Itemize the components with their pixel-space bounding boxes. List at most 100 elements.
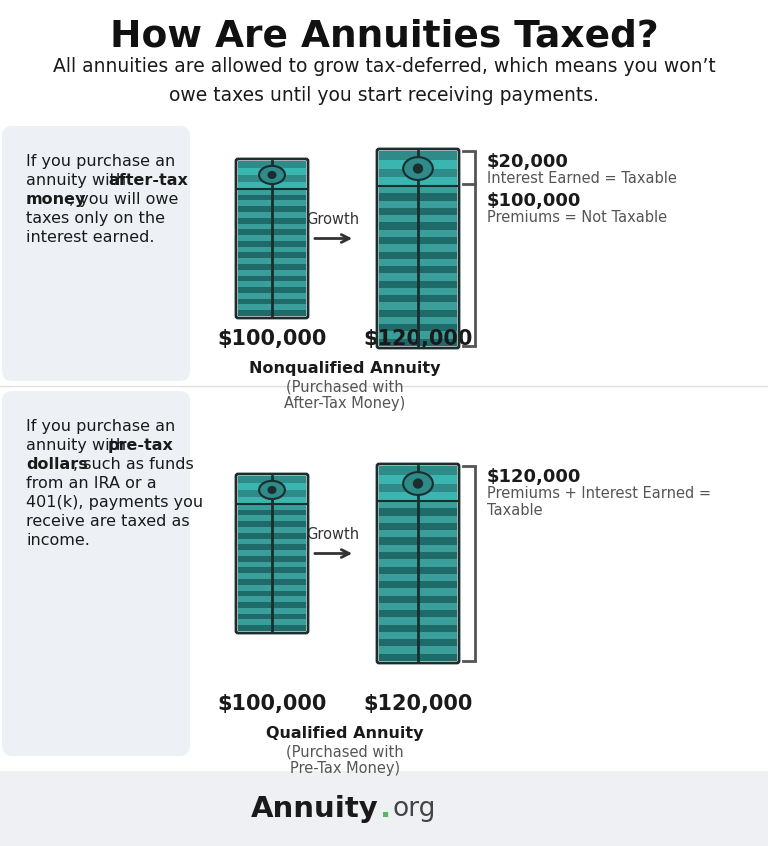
Text: taxes only on the: taxes only on the	[26, 211, 165, 226]
Bar	[238, 241, 306, 247]
Text: Nonqualified Annuity: Nonqualified Annuity	[250, 361, 441, 376]
Text: income.: income.	[26, 533, 90, 548]
Bar	[238, 175, 306, 182]
Bar	[238, 217, 306, 223]
Bar	[238, 515, 306, 521]
Bar	[379, 596, 457, 603]
Bar	[238, 276, 306, 282]
Bar	[238, 521, 306, 527]
Bar	[238, 483, 306, 490]
Bar	[238, 596, 306, 602]
Text: If you purchase an: If you purchase an	[26, 419, 175, 434]
Text: If you purchase an: If you purchase an	[26, 154, 175, 169]
Bar	[379, 492, 457, 501]
Bar	[379, 160, 457, 168]
Bar	[238, 212, 306, 217]
Bar	[238, 270, 306, 276]
Bar	[379, 168, 457, 178]
Text: 401(k), payments you: 401(k), payments you	[26, 495, 203, 510]
Bar	[379, 475, 457, 484]
Bar	[238, 504, 306, 509]
Bar	[238, 585, 306, 591]
Bar	[379, 302, 457, 310]
Bar	[238, 619, 306, 625]
Bar	[238, 293, 306, 299]
Bar	[238, 497, 306, 504]
Text: pre-tax: pre-tax	[108, 438, 174, 453]
Bar	[379, 310, 457, 317]
Text: $100,000: $100,000	[487, 191, 581, 210]
Bar	[379, 273, 457, 281]
Bar	[379, 559, 457, 567]
Bar	[379, 317, 457, 324]
Bar	[238, 476, 306, 483]
Bar	[238, 591, 306, 596]
Bar	[379, 244, 457, 251]
Text: receive are taxed as: receive are taxed as	[26, 514, 190, 529]
Bar	[238, 299, 306, 305]
Bar	[379, 208, 457, 215]
Bar	[379, 484, 457, 492]
Text: (Purchased with: (Purchased with	[286, 379, 404, 394]
Text: Qualified Annuity: Qualified Annuity	[266, 726, 424, 741]
Text: Growth: Growth	[306, 212, 359, 227]
Bar	[379, 222, 457, 230]
Bar	[379, 178, 457, 186]
Text: Premiums + Interest Earned =: Premiums + Interest Earned =	[487, 486, 711, 501]
Text: annuity with: annuity with	[26, 173, 131, 188]
Text: $120,000: $120,000	[487, 468, 581, 486]
Text: org: org	[392, 795, 435, 821]
Bar	[238, 195, 306, 201]
Bar	[379, 201, 457, 208]
Bar	[379, 588, 457, 596]
Bar	[379, 654, 457, 661]
Bar	[238, 247, 306, 252]
Bar	[238, 223, 306, 229]
Bar	[379, 545, 457, 552]
Text: , such as funds: , such as funds	[73, 457, 194, 472]
Bar	[379, 610, 457, 618]
Bar	[379, 186, 457, 194]
Text: All annuities are allowed to grow tax-deferred, which means you won’t
owe taxes : All annuities are allowed to grow tax-de…	[53, 57, 715, 105]
Text: Interest Earned = Taxable: Interest Earned = Taxable	[487, 171, 677, 186]
Bar	[379, 508, 457, 515]
Text: , you will owe: , you will owe	[69, 192, 178, 207]
Text: $120,000: $120,000	[363, 329, 472, 349]
Bar	[238, 527, 306, 533]
Bar	[238, 574, 306, 579]
Bar	[379, 618, 457, 624]
Ellipse shape	[259, 166, 285, 184]
Bar	[238, 490, 306, 497]
Bar	[379, 530, 457, 537]
Bar	[379, 646, 457, 654]
Bar	[238, 287, 306, 293]
Bar	[379, 281, 457, 288]
Bar	[379, 230, 457, 237]
Text: from an IRA or a: from an IRA or a	[26, 476, 157, 491]
Bar	[238, 539, 306, 544]
Text: Taxable: Taxable	[487, 503, 543, 518]
Bar	[238, 544, 306, 550]
Text: annuity with: annuity with	[26, 438, 131, 453]
Bar	[379, 332, 457, 338]
Bar	[379, 295, 457, 302]
Bar	[379, 515, 457, 523]
Text: Premiums = Not Taxable: Premiums = Not Taxable	[487, 210, 667, 224]
Bar	[379, 215, 457, 222]
Bar	[379, 324, 457, 332]
Bar	[238, 562, 306, 568]
Ellipse shape	[403, 157, 433, 180]
Bar	[238, 579, 306, 585]
Bar	[238, 608, 306, 613]
FancyBboxPatch shape	[2, 391, 190, 756]
Bar	[238, 252, 306, 258]
Bar	[379, 466, 457, 475]
Text: $120,000: $120,000	[363, 694, 472, 714]
Bar	[238, 206, 306, 212]
Bar	[238, 602, 306, 608]
Bar	[379, 194, 457, 201]
Ellipse shape	[413, 163, 423, 173]
Text: $100,000: $100,000	[217, 329, 326, 349]
Bar	[379, 581, 457, 588]
FancyBboxPatch shape	[2, 126, 190, 381]
